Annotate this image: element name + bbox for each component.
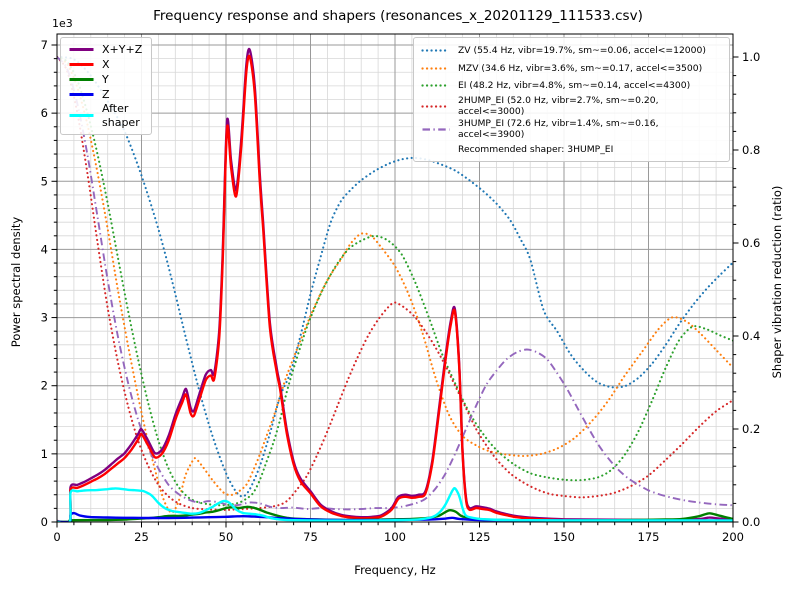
series-mzv-line [57, 55, 733, 514]
y-right-tick-label: 0.0 [742, 515, 760, 529]
y-right-tick-label: 0.2 [742, 422, 760, 436]
y-left-tick-label: 7 [41, 38, 48, 52]
legend-swatch-xyz [69, 48, 94, 51]
series-2hump_ei-line [57, 55, 733, 511]
legend-item-y: Y [68, 72, 142, 87]
legend-label-ei: EI (48.2 Hz, vibr=4.8%, sm~=0.14, accel<… [458, 80, 691, 92]
legend-label-x: X [102, 57, 110, 71]
x-tick-label: 25 [134, 530, 149, 544]
legend-recommended-shaper: Recommended shaper: 3HUMP_EI [421, 141, 723, 159]
y-left-tick-label: 1 [41, 447, 48, 461]
x-tick-label: 0 [53, 530, 60, 544]
chart-title: Frequency response and shapers (resonanc… [153, 8, 643, 24]
legend-item-xyz: X+Y+Z [68, 42, 142, 57]
legend-swatch-z [69, 93, 94, 96]
legend-swatch-y [69, 78, 94, 81]
y-right-tick-label: 0.6 [742, 236, 760, 250]
legend-label-zv: ZV (55.4 Hz, vibr=19.7%, sm~=0.06, accel… [458, 45, 706, 57]
legend-label-after-shaper: After shaper [102, 102, 140, 129]
legend-label-xyz: X+Y+Z [102, 42, 143, 56]
x-axis-label: Frequency, Hz [354, 563, 436, 577]
y-right-tick-label: 0.4 [742, 329, 760, 343]
y-left-tick-label: 4 [41, 242, 48, 256]
series-3hump_ei-line [57, 56, 733, 511]
legend-item-x: X [68, 57, 142, 72]
series-z-line [57, 511, 733, 522]
tick-labels: 0 25 50 75 100 125 150 175 200 0 1 2 3 4 5 6 7 0.0 0.2 0.4 0… [41, 38, 761, 544]
x-tick-label: 200 [722, 530, 744, 544]
legend-swatch-x [69, 63, 94, 66]
y-left-tick-label: 2 [41, 379, 48, 393]
legend-item-after-shaper: After shaper [68, 102, 142, 130]
legend-item-ei: EI (48.2 Hz, vibr=4.8%, sm~=0.14, accel<… [421, 77, 723, 95]
y-axis-label-right: Shaper vibration reduction (ratio) [770, 185, 784, 379]
tick-marks [51, 44, 739, 528]
x-tick-label: 150 [553, 530, 575, 544]
legend-swatch-after-shaper [69, 114, 94, 118]
x-tick-label: 75 [303, 530, 318, 544]
recommended-shaper-text: Recommended shaper: 3HUMP_EI [458, 143, 614, 155]
legend-item-z: Z [68, 87, 142, 102]
series-zv-line [57, 55, 733, 498]
legend-label-mzv: MZV (34.6 Hz, vibr=3.6%, sm~=0.17, accel… [458, 62, 703, 74]
x-tick-label: 125 [469, 530, 491, 544]
y-left-tick-label: 0 [41, 515, 48, 529]
series-x-line [57, 54, 733, 522]
y-right-tick-label: 0.8 [742, 143, 760, 157]
legend-label-z: Z [102, 87, 110, 101]
legend-swatch-2hump-ei [421, 105, 451, 108]
legend-psd: X+Y+Z X Y Z After shaper [60, 37, 153, 135]
series-after_shaper-line [57, 486, 733, 522]
legend-swatch-3hump-ei [422, 128, 450, 131]
x-tick-label: 100 [384, 530, 406, 544]
x-tick-label: 50 [219, 530, 234, 544]
legend-shapers: ZV (55.4 Hz, vibr=19.7%, sm~=0.06, accel… [413, 37, 730, 163]
legend-label-3hump-ei: 3HUMP_EI (72.6 Hz, vibr=1.4%, sm~=0.16, … [458, 117, 659, 141]
legend-item-3hump-ei: 3HUMP_EI (72.6 Hz, vibr=1.4%, sm~=0.16, … [421, 118, 723, 141]
y-left-tick-label: 5 [41, 174, 48, 188]
legend-item-mzv: MZV (34.6 Hz, vibr=3.6%, sm~=0.17, accel… [421, 60, 723, 78]
y-right-tick-label: 1.0 [742, 50, 760, 64]
legend-swatch-zv [421, 49, 451, 52]
legend-item-zv: ZV (55.4 Hz, vibr=19.7%, sm~=0.06, accel… [421, 42, 723, 60]
y-left-tick-label: 6 [41, 106, 48, 120]
legend-swatch-mzv [421, 67, 451, 70]
legend-item-2hump-ei: 2HUMP_EI (52.0 Hz, vibr=2.7%, sm~=0.20, … [421, 95, 723, 118]
y-axis-label-left: Power spectral density [9, 216, 23, 348]
y-left-tick-label: 3 [41, 311, 48, 325]
legend-label-2hump-ei: 2HUMP_EI (52.0 Hz, vibr=2.7%, sm~=0.20, … [458, 94, 659, 118]
legend-label-y: Y [102, 72, 109, 86]
x-tick-label: 175 [638, 530, 660, 544]
legend-swatch-ei [421, 84, 451, 88]
y-axis-multiplier: 1e3 [52, 17, 73, 30]
